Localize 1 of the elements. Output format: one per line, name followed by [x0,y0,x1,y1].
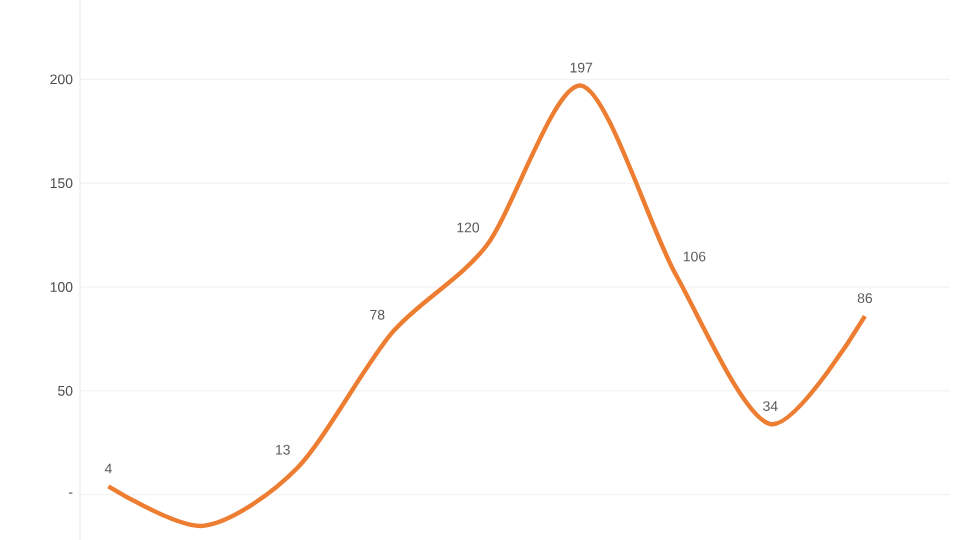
line-series [106,82,868,528]
